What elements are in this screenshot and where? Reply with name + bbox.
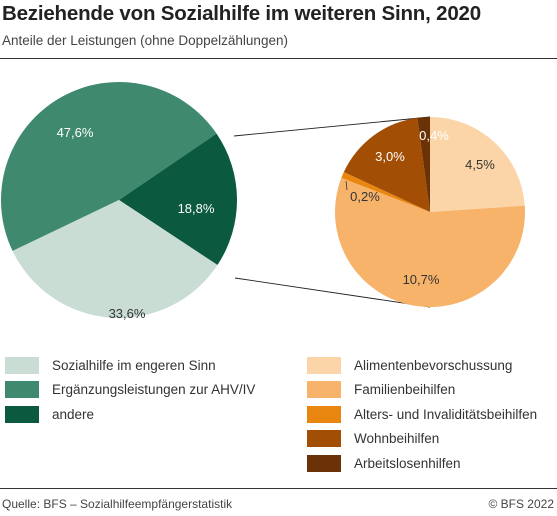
- pie-slice-erganzungsleistungen-zur-ahv-iv: [0, 81, 217, 251]
- legend-label: Ergänzungsleistungen zur AHV/IV: [52, 382, 256, 398]
- legend-label: Sozialhilfe im engeren Sinn: [52, 357, 216, 373]
- legend-label: andere: [52, 406, 95, 422]
- header-rule: [0, 58, 557, 59]
- pie-slice-wohnbeihilfen: [343, 117, 430, 212]
- data-label-wohnbeihilfen: 3,0%: [375, 149, 405, 164]
- data-label-alimentenbevorschussung: 4,5%: [465, 157, 495, 172]
- legend-label: Alimentenbevorschussung: [354, 357, 513, 373]
- legend-main: Sozialhilfe im engeren Sinn Ergänzungsle…: [5, 353, 255, 427]
- data-label-andere: 18,8%: [178, 201, 215, 216]
- legend-label: Alters- und Invaliditätsbeihilfen: [354, 406, 538, 422]
- legend-item-arbeitslosenhilfen: Arbeitslosenhilfen: [307, 451, 537, 476]
- data-label-familienbeihilfen: 10,7%: [403, 272, 440, 287]
- data-label-alters-und-invaliditatsbeihilfen: 0,2%: [350, 189, 380, 204]
- legend-swatch: [5, 356, 39, 374]
- data-label-sozialhilfe-im-engeren-sinn: 33,6%: [109, 306, 146, 321]
- pie-slice-sozialhilfe-im-engeren-sinn: [12, 200, 218, 318]
- legend-item-alimentenbevorschussung: Alimentenbevorschussung: [307, 353, 537, 378]
- legend-swatch: [307, 356, 341, 374]
- data-label-arbeitslosenhilfen: 0,4%: [419, 128, 449, 143]
- chart-subtitle: Anteile der Leistungen (ohne Doppelzählu…: [2, 33, 288, 48]
- legend-item-familienbeihilfen: Familienbeihilfen: [307, 378, 537, 403]
- legend-swatch: [307, 405, 341, 423]
- legend-swatch: [307, 454, 341, 472]
- legend-item-andere: andere: [5, 402, 255, 427]
- pie-slice-familienbeihilfen: [334, 177, 525, 308]
- chart-title: Beziehende von Sozialhilfe im weiteren S…: [2, 2, 481, 25]
- legend-label: Arbeitslosenhilfen: [354, 455, 461, 471]
- legend-item-sozialhilfe: Sozialhilfe im engeren Sinn: [5, 353, 255, 378]
- legend-swatch: [5, 405, 39, 423]
- footer-rule: [0, 488, 557, 489]
- legend-item-alters-invaliditaetsbeihilfen: Alters- und Invaliditätsbeihilfen: [307, 402, 537, 427]
- source-note: Quelle: BFS – Sozialhilfeempfängerstatis…: [2, 497, 233, 511]
- legend-label: Familienbeihilfen: [354, 382, 456, 398]
- pie-slice-arbeitslosenhilfen: [417, 117, 430, 212]
- pie-slice-andere: [119, 133, 237, 266]
- connector-line-top: [233, 116, 431, 137]
- data-label-erganzungsleistungen-zur-ahv-iv: 47,6%: [57, 125, 94, 140]
- copyright-note: © BFS 2022: [488, 497, 554, 511]
- legend-swatch: [5, 381, 39, 399]
- pie-slice-alters-und-invaliditatsbeihilfen: [341, 172, 430, 212]
- main-pie: 47,6% 18,8% 33,6%: [0, 81, 237, 321]
- legend-label: Wohnbeihilfen: [354, 431, 440, 447]
- leader-line-alters-invaliditaetsbeihilfen: [345, 180, 348, 191]
- legend-item-wohnbeihilfen: Wohnbeihilfen: [307, 427, 537, 452]
- legend-detail: Alimentenbevorschussung Familienbeihilfe…: [307, 353, 537, 476]
- legend-swatch: [307, 381, 341, 399]
- legend-item-ergaenzungsleistungen: Ergänzungsleistungen zur AHV/IV: [5, 378, 255, 403]
- connector-line-bottom: [234, 277, 431, 308]
- pie-charts: 47,6% 18,8% 33,6% 4,5% 10,7% 0,2% 3,0% 0,4%: [0, 81, 525, 321]
- pie-slice-alimentenbevorschussung: [430, 117, 525, 212]
- legend-swatch: [307, 430, 341, 448]
- detail-pie: 4,5% 10,7% 0,2% 3,0% 0,4%: [334, 117, 525, 308]
